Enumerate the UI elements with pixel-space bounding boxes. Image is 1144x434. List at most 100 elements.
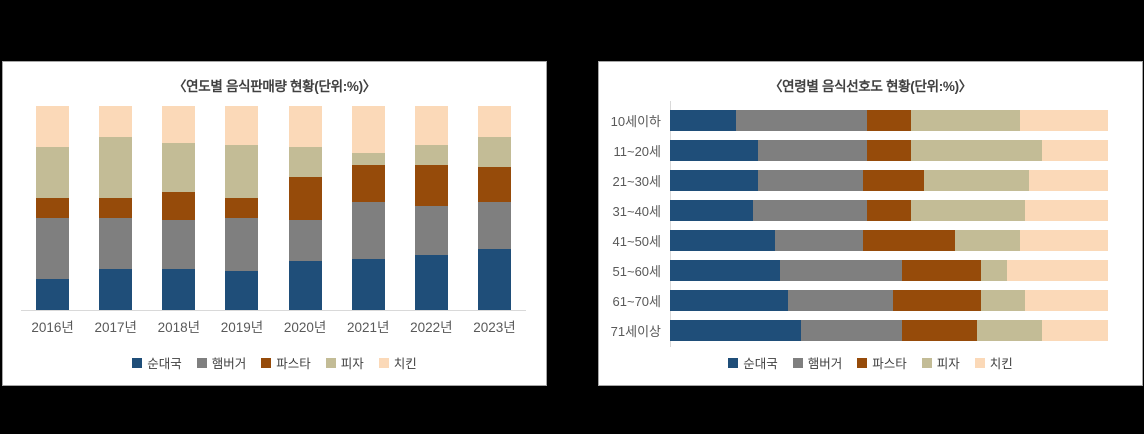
- yearly-sales-chart-card: 〈연도별 음식판매량 현황(단위:%)〉 2016년 2017년 2018년 2019…: [2, 61, 547, 386]
- stacked-bar-2020년: [288, 106, 322, 310]
- category-label: 11~20세: [613, 143, 661, 159]
- bar-segment-파스타: [225, 197, 259, 219]
- legend-item-순대국: 순대국: [132, 353, 182, 372]
- chart-title-age: 〈연령별 음식선호도 현황(단위:%)〉: [768, 79, 973, 94]
- bar-segment-순대국: [670, 289, 789, 311]
- bar-segment-순대국: [351, 258, 385, 310]
- legend-swatch-icon: [325, 357, 336, 368]
- x-axis-label: 2017년: [94, 320, 137, 335]
- legend-item-순대국: 순대국: [728, 353, 778, 372]
- bar-segment-파스타: [351, 165, 385, 202]
- stacked-bar-71세이상: [670, 319, 1108, 341]
- bar-segment-순대국: [225, 271, 259, 310]
- stacked-bar-21~30세: [670, 169, 1108, 191]
- bar-row: 41~50세: [599, 225, 1142, 255]
- bar-row: 61~70세: [599, 285, 1142, 315]
- bar-row: 11~20세: [599, 135, 1142, 165]
- x-axis-label: 2016년: [31, 320, 74, 335]
- bar-segment-순대국: [670, 319, 802, 341]
- stacked-bar-2022년: [414, 106, 448, 310]
- bar-segment-피자: [976, 319, 1043, 341]
- x-axis-label: 2022년: [410, 320, 453, 335]
- bar-segment-순대국: [477, 248, 511, 310]
- stacked-bar-2021년: [351, 106, 385, 310]
- legend-label: 순대국: [743, 357, 778, 371]
- yearly-chart-plot-area: [21, 106, 526, 311]
- category-label: 31~40세: [612, 203, 661, 219]
- bar-segment-피자: [980, 259, 1008, 281]
- legend-swatch-icon: [261, 357, 272, 368]
- yearly-chart-legend: 순대국 햄버거 파스타 피자 치킨: [3, 353, 546, 372]
- stacked-bar-2017년: [99, 106, 133, 310]
- bar-segment-피자: [414, 144, 448, 166]
- age-chart-legend: 순대국 햄버거 파스타 피자 치킨: [599, 353, 1142, 372]
- legend-item-치킨: 치킨: [378, 353, 417, 372]
- category-label: 10세이하: [610, 113, 661, 129]
- bar-segment-파스타: [162, 191, 196, 221]
- bar-segment-피자: [36, 146, 70, 198]
- bar-segment-햄버거: [351, 201, 385, 259]
- bar-row: 31~40세: [599, 195, 1142, 225]
- bar-column: [21, 106, 84, 310]
- bar-segment-햄버거: [757, 169, 863, 191]
- bar-segment-순대국: [162, 269, 196, 310]
- bar-segment-치킨: [414, 106, 448, 145]
- legend-label: 햄버거: [211, 357, 247, 371]
- bar-segment-피자: [162, 142, 196, 192]
- bar-segment-치킨: [1042, 139, 1108, 161]
- stacked-bar-2023년: [477, 106, 511, 310]
- bar-column: [274, 106, 337, 310]
- legend-swatch-icon: [921, 357, 932, 368]
- bar-segment-피자: [954, 229, 1021, 251]
- bar-segment-치킨: [477, 106, 511, 137]
- bar-segment-햄버거: [414, 205, 448, 255]
- category-label: 51~60세: [612, 263, 661, 279]
- bar-segment-치킨: [1029, 169, 1108, 191]
- bar-segment-치킨: [1007, 259, 1108, 281]
- category-label: 61~70세: [612, 293, 661, 309]
- yearly-chart-x-axis: 2016년 2017년 2018년 2019년 2020년 2021년 2022년 2023년: [21, 316, 526, 336]
- stacked-bar-2016년: [36, 106, 70, 310]
- bar-segment-순대국: [670, 109, 736, 131]
- stacked-bar-2018년: [162, 106, 196, 310]
- bar-segment-치킨: [1020, 109, 1108, 131]
- bar-segment-햄버거: [757, 139, 868, 161]
- bar-segment-파스타: [893, 289, 981, 311]
- bar-segment-파스타: [862, 229, 955, 251]
- bar-segment-피자: [225, 144, 259, 198]
- legend-swatch-icon: [132, 357, 143, 368]
- stacked-bar-31~40세: [670, 199, 1108, 221]
- stacked-bar-61~70세: [670, 289, 1108, 311]
- legend-label: 햄버거: [807, 357, 843, 371]
- bar-segment-파스타: [288, 177, 322, 221]
- bar-column: [400, 106, 463, 310]
- legend-swatch-icon: [196, 357, 207, 368]
- bar-segment-피자: [99, 136, 133, 198]
- bar-segment-치킨: [36, 106, 70, 147]
- bar-segment-햄버거: [225, 218, 259, 272]
- bar-segment-햄버거: [36, 218, 70, 280]
- bar-segment-치킨: [1024, 199, 1108, 221]
- bar-segment-파스타: [99, 197, 133, 219]
- legend-item-파스타: 파스타: [261, 353, 311, 372]
- legend-item-햄버거: 햄버거: [792, 353, 843, 372]
- bar-segment-햄버거: [801, 319, 903, 341]
- bar-row: 71세이상: [599, 315, 1142, 345]
- bar-segment-피자: [910, 139, 1043, 161]
- x-axis-label: 2019년: [220, 320, 264, 335]
- bar-segment-치킨: [162, 106, 196, 143]
- bar-column: [337, 106, 400, 310]
- bar-segment-순대국: [36, 279, 70, 310]
- bar-segment-치킨: [351, 106, 385, 153]
- x-axis-label: 2020년: [283, 320, 327, 335]
- bar-segment-파스타: [902, 319, 977, 341]
- legend-label: 치킨: [989, 357, 1013, 371]
- legend-label: 피자: [340, 357, 364, 371]
- x-axis-label: 2021년: [346, 320, 390, 335]
- legend-swatch-icon: [857, 357, 868, 368]
- x-axis-label: 2018년: [157, 320, 201, 335]
- bar-segment-순대국: [670, 199, 754, 221]
- legend-swatch-icon: [378, 357, 389, 368]
- x-axis-label: 2023년: [473, 320, 516, 335]
- legend-swatch-icon: [728, 357, 739, 368]
